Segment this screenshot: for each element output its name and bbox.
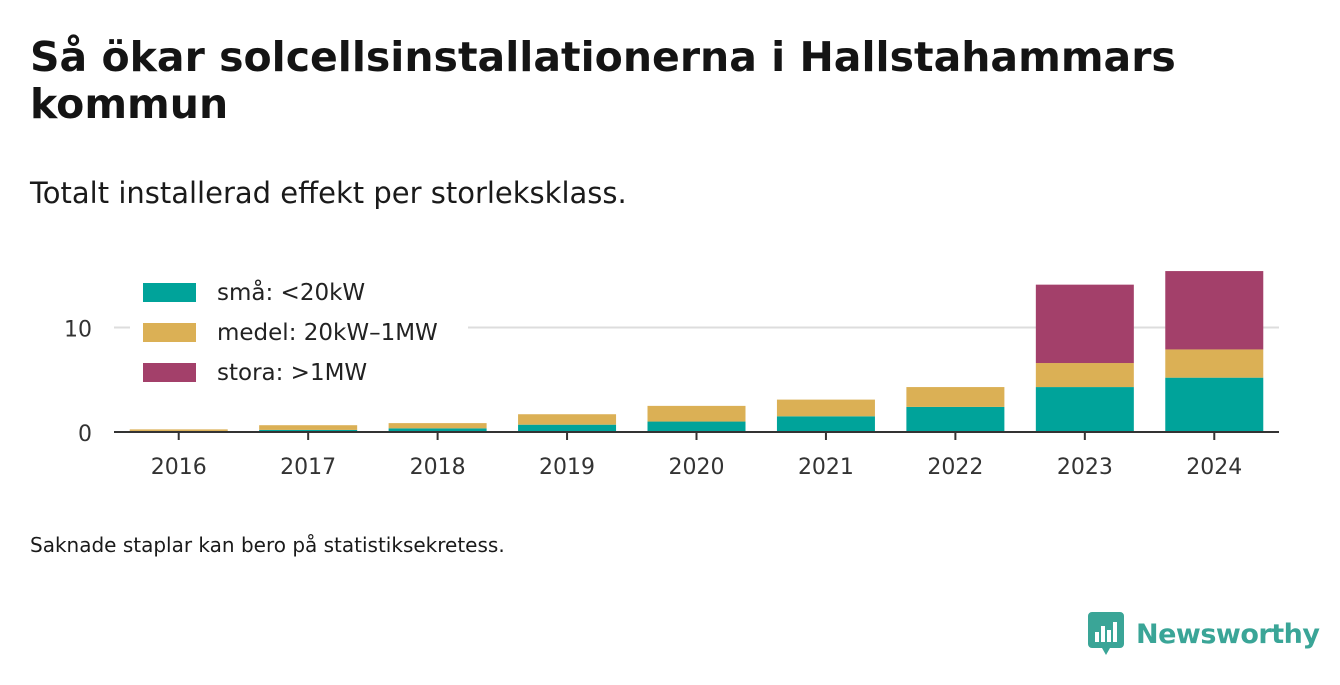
bar-segment-2[interactable] [388, 423, 487, 429]
stacked-bar-chart: 0 10 2016 2017 2018 2019 2020 2021 2022 2023 2024 s… [64, 271, 1279, 480]
bar-segment-1[interactable] [388, 428, 487, 432]
x-tick-label: 2023 [1057, 455, 1113, 480]
bar-segment-2[interactable] [518, 414, 617, 425]
bar-segment-2[interactable] [647, 405, 746, 422]
legend-label-2: medel: 20kW–1MW [217, 320, 438, 346]
bar-segment-3[interactable] [1035, 284, 1134, 364]
x-tick-label: 2024 [1186, 455, 1242, 480]
bar-segment-1[interactable] [776, 416, 875, 432]
x-tick-label: 2022 [927, 455, 983, 480]
footnote: Saknade staplar kan bero på statistiksek… [30, 533, 505, 557]
bar-segment-2[interactable] [259, 425, 358, 430]
bar-segment-2[interactable] [129, 429, 228, 431]
legend-label-3: stora: >1MW [217, 360, 367, 386]
y-tick-label: 10 [64, 318, 92, 343]
newsworthy-icon [1088, 612, 1124, 655]
legend-swatch-2 [143, 323, 196, 342]
brand-name: Newsworthy [1136, 618, 1320, 650]
bar-segment-1[interactable] [259, 429, 358, 432]
x-tick-label: 2020 [669, 455, 725, 480]
legend-label-1: små: <20kW [217, 278, 365, 306]
x-tick-label: 2021 [798, 455, 854, 480]
bar-segment-1[interactable] [1165, 377, 1264, 432]
brand-logo[interactable]: Newsworthy [1088, 612, 1320, 656]
bar-segment-2[interactable] [906, 387, 1005, 407]
y-tick-label: 0 [78, 422, 92, 447]
bar-segment-2[interactable] [1165, 349, 1264, 378]
x-tick-label: 2017 [280, 455, 336, 480]
chart-subtitle: Totalt installerad effekt per storlekskl… [30, 176, 627, 210]
x-tick-label: 2018 [410, 455, 466, 480]
chart-title: Så ökar solcellsinstallationerna i Halls… [30, 33, 1176, 128]
bar-segment-1[interactable] [906, 406, 1005, 432]
bar-segment-2[interactable] [776, 399, 875, 417]
bar-segment-1[interactable] [518, 424, 617, 432]
legend-swatch-1 [143, 283, 196, 302]
x-tick-label: 2019 [539, 455, 595, 480]
x-tick-label: 2016 [151, 455, 207, 480]
bar-segment-1[interactable] [1035, 387, 1134, 432]
bar-segment-3[interactable] [1165, 271, 1264, 350]
bar-segment-2[interactable] [1035, 363, 1134, 388]
legend-swatch-3 [143, 363, 196, 382]
bar-segment-1[interactable] [647, 421, 746, 432]
